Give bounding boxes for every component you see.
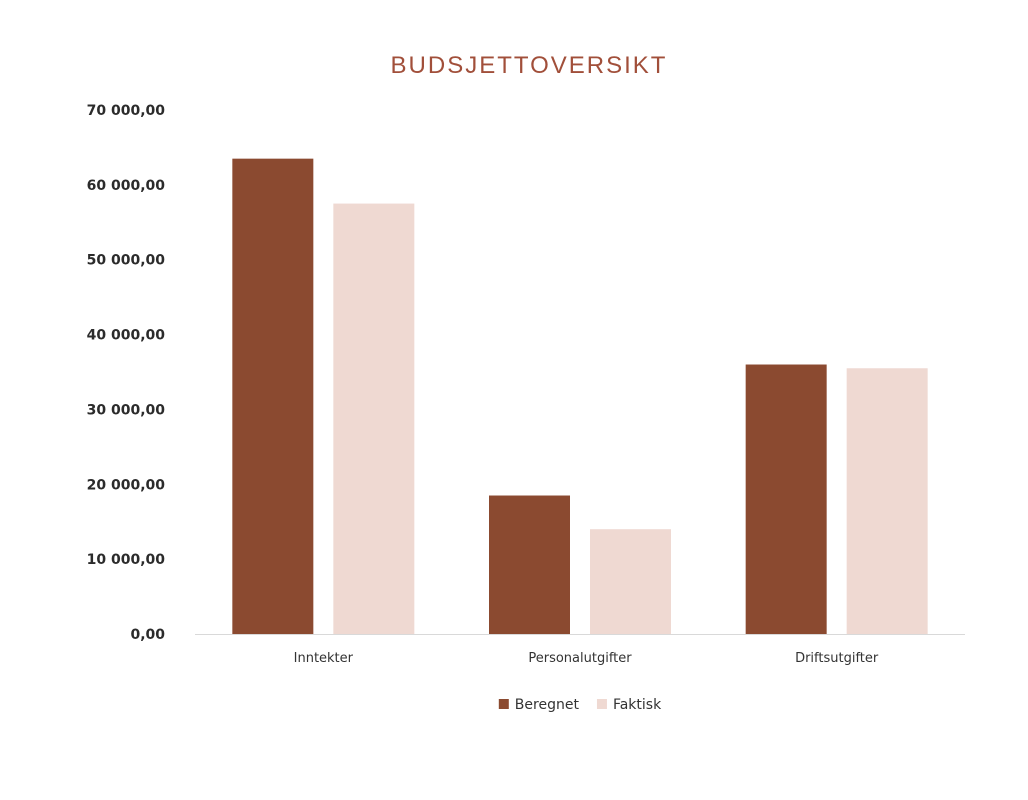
y-tick-label: 20 000,00 (87, 477, 166, 493)
x-axis: Inntekter Personalutgifter Driftsutgifter (195, 634, 965, 666)
chart-title: BUDSJETTOVERSIKT (390, 52, 668, 79)
y-tick-label: 60 000,00 (87, 178, 166, 194)
x-category-label: Personalutgifter (528, 651, 632, 666)
x-category-label: Driftsutgifter (795, 651, 879, 666)
bar-faktisk-inntekter (333, 203, 415, 635)
bar-beregnet-driftsutgifter (745, 364, 827, 634)
bar-beregnet-inntekter (232, 158, 314, 634)
y-tick-label: 30 000,00 (87, 402, 166, 418)
bar-faktisk-driftsutgifter (846, 368, 928, 634)
y-tick-label: 50 000,00 (87, 253, 166, 269)
legend-swatch (596, 699, 607, 709)
y-tick-label: 40 000,00 (87, 328, 166, 344)
legend-swatch (498, 699, 509, 709)
y-axis: 0,00 10 000,00 20 000,00 30 000,00 40 000,00… (87, 103, 166, 643)
legend: Beregnet Faktisk (498, 697, 662, 713)
bars (232, 158, 928, 635)
y-tick-label: 70 000,00 (87, 103, 166, 119)
legend-item: Beregnet (498, 697, 580, 713)
legend-label: Beregnet (515, 697, 580, 713)
bar-beregnet-personalutgifter (489, 495, 570, 634)
y-tick-label: 0,00 (130, 627, 165, 643)
x-category-label: Inntekter (294, 651, 354, 666)
y-tick-label: 10 000,00 (87, 552, 166, 568)
legend-label: Faktisk (613, 697, 662, 713)
legend-item: Faktisk (596, 697, 662, 713)
bar-faktisk-personalutgifter (590, 529, 671, 634)
